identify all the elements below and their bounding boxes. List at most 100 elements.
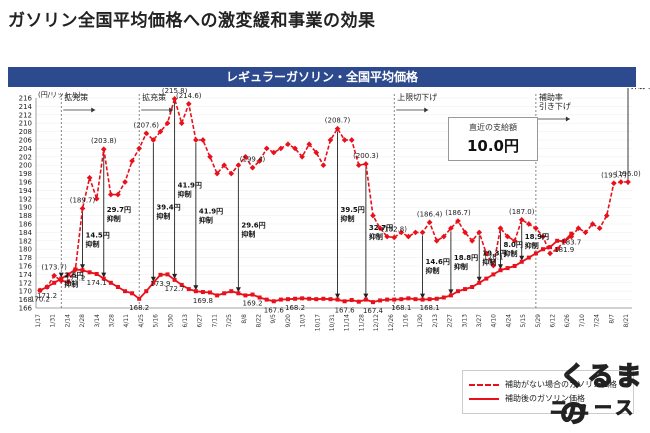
y-tick-label: 208 [19,128,32,136]
data-label: 168.1 [420,304,440,312]
subsidy-arrowhead [420,293,426,299]
x-tick-label: 5/16 [153,314,160,328]
subsidy-label: 2.5円 [64,272,83,280]
data-point-with-subsidy [370,300,375,305]
data-point-with-subsidy [470,285,475,289]
data-point-with-subsidy [335,297,340,302]
data-point-without-subsidy [242,153,249,160]
data-point-with-subsidy [300,296,305,301]
data-point-with-subsidy [257,295,262,300]
data-point-with-subsidy [569,231,574,236]
data-point-with-subsidy [512,264,517,268]
y-tick-label: 184 [19,229,33,237]
y-tick-label: 188 [19,212,32,220]
y-tick-label: 216 [19,95,33,103]
y-tick-label: 176 [19,263,33,271]
x-tick-label: 8/8 [241,314,248,324]
data-point-with-subsidy [179,282,184,287]
data-point-without-subsidy [448,225,454,232]
data-label: (182.8) [381,225,407,233]
phase-label: 上限切下げ [397,93,437,102]
data-point-without-subsidy [214,170,220,177]
data-point-without-subsidy [582,229,589,236]
subsidy-label: 41.9円 [199,208,223,216]
data-label: (187.0) [509,208,535,216]
data-point-without-subsidy [497,225,504,232]
subsidy-label: 抑制 [454,262,468,271]
x-tick-label: 5/15 [520,314,527,328]
data-point-with-subsidy [314,297,319,302]
x-tick-label: 6/12 [550,314,557,328]
data-label: (215.8) [162,88,188,95]
data-label: 168.2 [285,304,305,312]
subsidy-arrowhead [150,276,156,282]
data-point-without-subsidy [65,279,72,285]
x-tick-label: 12/26 [388,314,395,331]
data-point-with-subsidy [130,291,135,296]
subsidy-label: 抑制 [631,88,645,90]
subsidy-label: 抑制 [64,280,78,289]
x-tick-label: 5/29 [535,314,542,328]
data-label: 172.7 [165,285,185,293]
data-point-without-subsidy [285,141,291,148]
subsidy-arrowhead [476,276,482,282]
data-point-without-subsidy [178,120,185,127]
data-point-with-subsidy [505,266,510,271]
data-label: 176.1 [483,254,503,262]
x-tick-label: 3/13 [461,314,468,328]
data-label: 169.2 [243,300,263,308]
y-tick-label: 204 [19,145,33,153]
data-point-without-subsidy [370,212,376,219]
data-point-with-subsidy [321,296,326,301]
subsidy-label: 19.3円 [482,250,506,258]
data-point-with-subsidy [441,295,446,300]
data-point-with-subsidy [172,277,177,282]
data-point-with-subsidy [137,296,142,301]
y-tick-label: 168 [19,296,32,304]
data-point-without-subsidy [554,246,560,253]
data-point-without-subsidy [348,137,355,143]
legend-dashed-label: 補助がない場合のガソリン価格 [505,380,617,389]
data-point-with-subsidy [406,296,411,301]
subsidy-arrowhead [519,255,525,261]
data-label: (195.7) [601,171,627,179]
x-tick-label: 9/5 [270,314,277,324]
data-point-with-subsidy [80,268,85,273]
data-label: 171.2 [37,292,57,300]
chart-banner: レギュラーガソリン・全国平均価格 [8,67,636,87]
data-point-without-subsidy [207,153,213,160]
data-label: 181.9 [554,246,574,254]
data-point-with-subsidy [427,297,432,302]
data-point-without-subsidy [122,179,128,185]
data-point-with-subsidy [526,255,531,260]
data-point-with-subsidy [193,289,198,294]
data-point-without-subsidy [483,250,490,257]
x-tick-label: 4/11 [123,314,130,328]
data-point-with-subsidy [548,245,553,250]
data-point-without-subsidy [228,170,235,177]
x-tick-label: 3/27 [476,314,483,328]
data-point-with-subsidy [200,290,205,295]
data-point-with-subsidy [420,297,425,302]
data-label: 169.8 [193,297,213,305]
data-point-with-subsidy [349,298,354,303]
data-point-without-subsidy [249,164,256,171]
data-point-without-subsidy [292,145,298,152]
data-point-without-subsidy [440,233,447,240]
data-point-without-subsidy [476,229,483,236]
x-tick-label: 2/28 [79,314,86,328]
data-point-without-subsidy [547,250,553,257]
data-point-with-subsidy [448,293,453,298]
data-point-without-subsidy [490,262,497,269]
y-tick-label: 212 [19,111,32,119]
legend-solid-swatch [469,397,499,400]
phase-label: 拡充策 [64,92,88,102]
data-point-with-subsidy [463,287,468,292]
data-point-with-subsidy [392,297,397,302]
data-point-with-subsidy [108,280,113,285]
data-label: 173.9 [150,280,170,288]
data-point-without-subsidy [455,218,461,224]
subsidy-arrowhead [497,264,503,270]
data-point-without-subsidy [533,225,539,232]
data-label: (203.8) [91,137,117,145]
